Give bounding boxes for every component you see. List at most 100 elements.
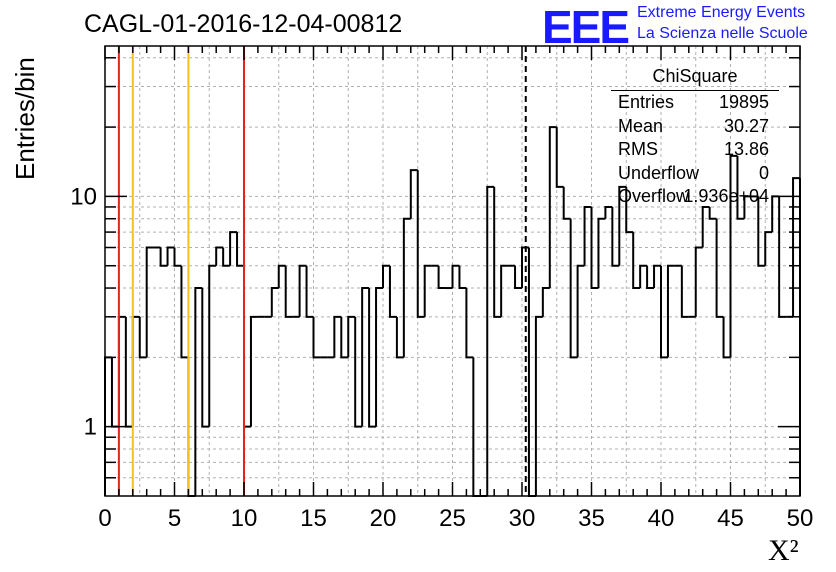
stats-key: Overflow	[618, 186, 690, 206]
stats-row-mean: Mean 30.27	[611, 115, 779, 139]
x-tick-label: 25	[439, 505, 466, 532]
histogram-bin	[124, 316, 133, 428]
histogram-bin	[625, 186, 634, 234]
logo-caption-line2: La Scienza nelle Scuole	[637, 25, 808, 42]
histogram-bin	[402, 217, 411, 358]
histogram-bin	[180, 265, 189, 359]
histogram-bin	[708, 206, 717, 220]
histogram-bin	[312, 316, 321, 359]
histogram-bin	[632, 232, 641, 290]
x-axis-label: X²	[768, 534, 799, 567]
logo-caption-line1: Extreme Energy Events	[637, 4, 806, 21]
histogram-bin	[639, 264, 648, 289]
histogram-bin	[201, 288, 210, 428]
y-tick-label: 1	[84, 414, 97, 441]
histogram-bin	[243, 265, 251, 428]
histogram-bin	[354, 316, 363, 428]
stats-value: 30.27	[723, 115, 769, 136]
x-tick-label: 10	[231, 505, 258, 532]
histogram-bin	[409, 169, 418, 219]
histogram-bin	[771, 195, 780, 233]
histogram-bin	[611, 206, 620, 267]
histogram-bin	[236, 232, 244, 267]
stats-row-entries: Entries 19895	[611, 91, 779, 115]
histogram-bin	[534, 315, 543, 496]
histogram-bin	[361, 287, 370, 427]
histogram-bin	[298, 264, 307, 317]
stats-title: ChiSquare	[611, 66, 779, 91]
histogram-bin	[277, 264, 286, 289]
histogram-bin	[375, 287, 383, 427]
histogram-bin	[437, 265, 446, 290]
histogram-bin	[208, 264, 217, 427]
x-tick-label: 0	[98, 505, 111, 532]
histogram-bin	[743, 195, 752, 219]
histogram-bin	[701, 205, 710, 248]
histogram-bin	[229, 231, 238, 266]
histogram-bin	[618, 185, 627, 266]
y-tick-label: 10	[70, 183, 97, 210]
axes: 0 5 10 15 20 25 30 35 40 45 50 1 10	[70, 45, 814, 532]
histogram-bin	[395, 316, 404, 359]
eee-logo: EEE	[542, 1, 630, 53]
histogram-bin	[368, 288, 377, 428]
stats-key: Entries	[618, 92, 675, 112]
stats-row-underflow: Underflow 0	[611, 162, 779, 186]
stats-value: 19895	[718, 92, 769, 112]
x-tick-label: 35	[578, 505, 605, 532]
histogram-bin	[166, 246, 175, 266]
histogram-bin	[173, 247, 182, 267]
histogram-bin	[653, 264, 661, 289]
stats-key: Mean	[618, 115, 664, 136]
histogram-bin	[159, 247, 168, 267]
histogram-bin	[792, 177, 800, 317]
histogram-bin	[715, 218, 724, 318]
histogram-bin	[590, 206, 599, 290]
histogram-bin	[270, 287, 279, 317]
histogram-bin	[660, 265, 668, 359]
histogram-bin	[680, 265, 689, 318]
histogram-bin	[117, 315, 126, 427]
histogram-bin	[541, 287, 550, 317]
x-tick-label: 15	[300, 505, 327, 532]
histogram-bin	[215, 246, 224, 266]
histogram-bin	[604, 205, 613, 219]
stats-value: 13.86	[723, 139, 769, 159]
histogram-bin	[548, 126, 557, 289]
histogram-bin	[465, 288, 474, 359]
stats-row-rms: RMS 13.86	[611, 138, 779, 162]
histogram-bin	[736, 155, 745, 220]
x-tick-label: 50	[787, 505, 814, 532]
x-tick-label: 20	[370, 505, 397, 532]
plot-title: CAGL-01-2016-12-04-00812	[84, 10, 403, 38]
histogram-bin	[555, 127, 564, 188]
histogram-bin	[305, 265, 314, 318]
histogram-bin	[145, 246, 154, 358]
stats-box: ChiSquare Entries 19895 Mean 30.27 RMS 1…	[611, 66, 779, 209]
histogram-bin	[722, 316, 731, 359]
histogram-bin	[597, 217, 606, 289]
x-tick-label: 5	[168, 505, 181, 532]
histogram-bin	[347, 315, 356, 358]
histogram-bin	[666, 264, 675, 358]
stats-key: Underflow	[618, 162, 700, 183]
histogram-bin	[333, 315, 342, 358]
histogram-bin	[694, 246, 703, 317]
histogram-bin	[194, 287, 203, 496]
y-axis-label: Entries/bin	[10, 57, 40, 180]
histogram-bin	[757, 196, 766, 267]
histogram-bin	[486, 185, 495, 496]
x-tick-label: 40	[648, 505, 675, 532]
x-tick-label: 45	[717, 505, 744, 532]
histogram-bin	[110, 357, 119, 428]
histogram-bin	[527, 247, 536, 497]
histogram-bin	[583, 205, 592, 266]
histogram-bin	[569, 218, 578, 359]
histogram-bin	[423, 264, 432, 317]
reference-lines	[117, 46, 527, 496]
histogram-bin	[131, 315, 140, 427]
stats-value: 1.936e+04	[683, 186, 769, 206]
histogram-bin	[646, 265, 655, 290]
histogram-bin	[458, 265, 467, 290]
